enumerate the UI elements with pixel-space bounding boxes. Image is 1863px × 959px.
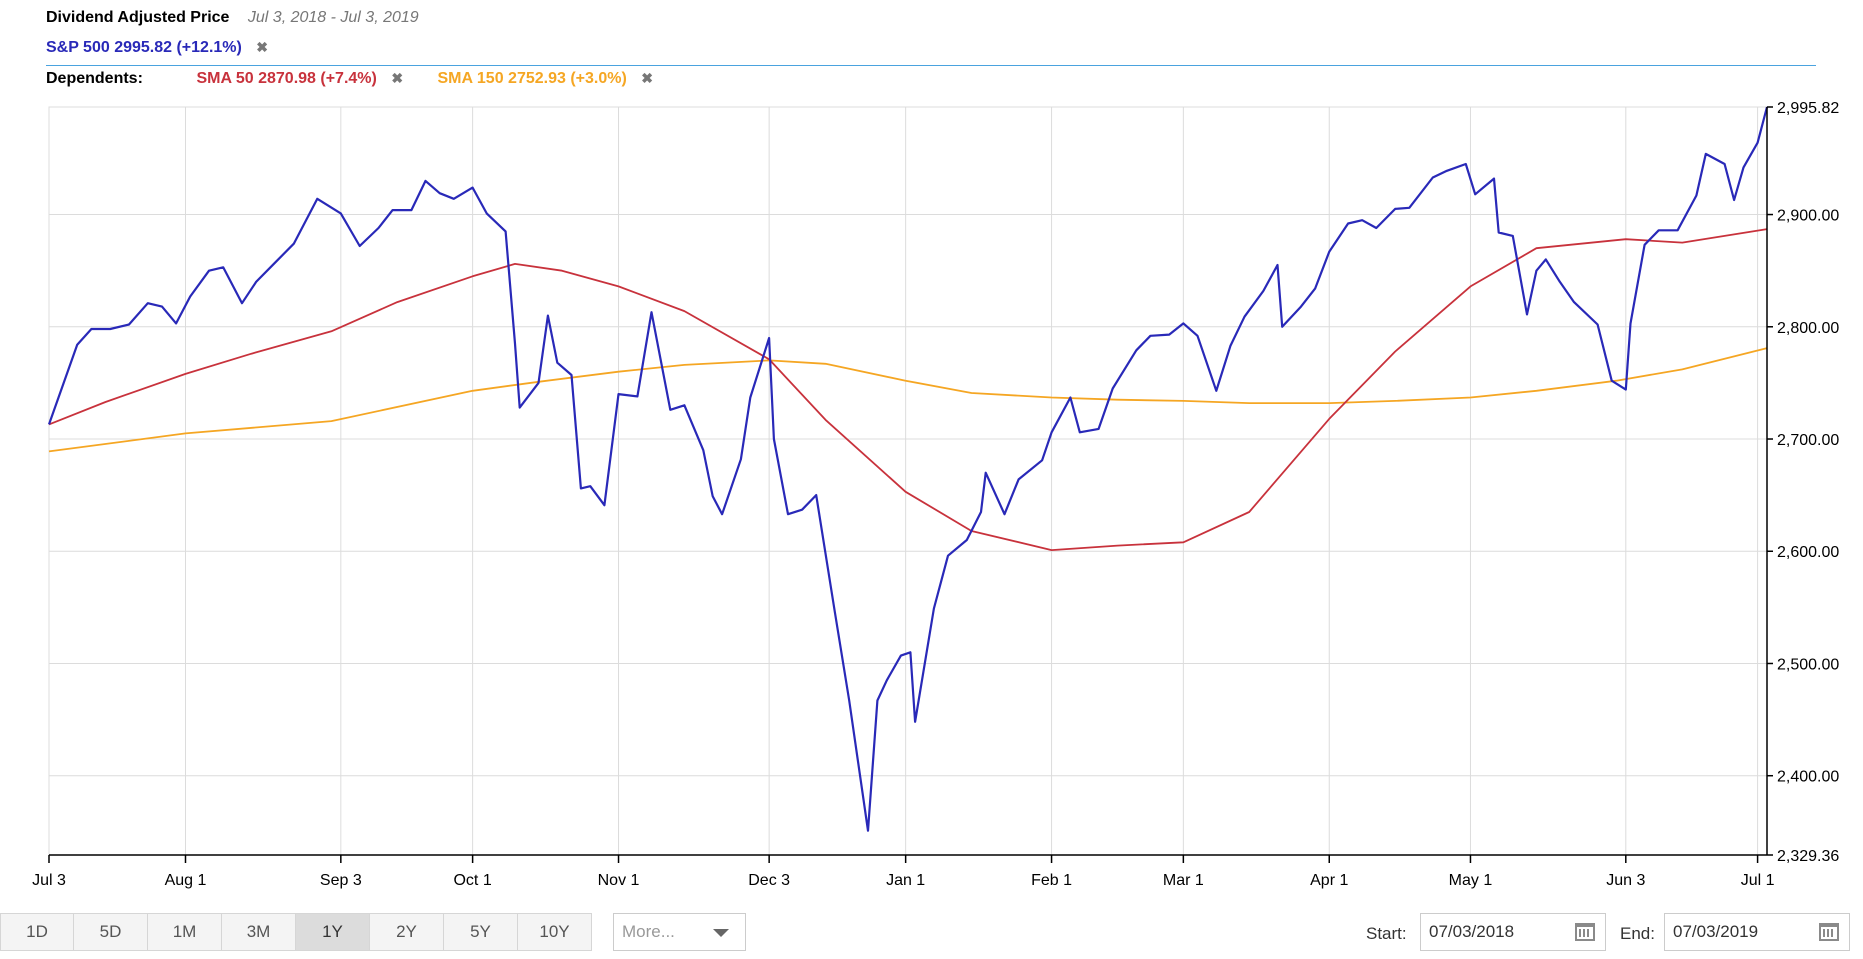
chart-axes: Jul 3 Aug 1 Sep 3 Oct 1 Nov 1 Dec 3 Jan 1 Feb 1… [32, 100, 1839, 889]
calendar-icon[interactable] [1575, 923, 1595, 941]
start-date-field[interactable]: 07/03/2018 [1420, 913, 1606, 951]
remove-sma150-icon[interactable]: ✖ [641, 70, 653, 86]
x-tick-label: Jun 3 [1606, 872, 1645, 889]
calendar-icon[interactable] [1819, 923, 1839, 941]
y-tick-label: 2,500.00 [1777, 656, 1839, 673]
x-tick-label: Jan 1 [886, 872, 925, 889]
x-tick-label: Dec 3 [748, 872, 790, 889]
end-date-label: End: [1620, 924, 1655, 943]
series-line-sma50 [48, 228, 1768, 551]
y-tick-label: 2,700.00 [1777, 432, 1839, 449]
start-date-label: Start: [1366, 924, 1407, 943]
dependent-sma50: SMA 50 2870.98 (+7.4%) ✖ [196, 70, 407, 87]
main-series-label[interactable]: S&P 500 2995.82 (+12.1%) [46, 39, 242, 56]
x-tick-label: Feb 1 [1031, 872, 1072, 889]
x-tick-label: Mar 1 [1163, 872, 1204, 889]
dependents-row: Dependents: SMA 50 2870.98 (+7.4%) ✖ SMA… [46, 70, 683, 88]
sma150-label[interactable]: SMA 150 2752.93 (+3.0%) [437, 70, 627, 87]
remove-main-series-icon[interactable]: ✖ [256, 39, 269, 55]
x-tick-label: Apr 1 [1310, 872, 1348, 889]
end-date-value: 07/03/2019 [1673, 922, 1759, 941]
x-tick-label: Jul 3 [32, 872, 66, 889]
range-button-1d[interactable]: 1D [0, 913, 74, 951]
x-tick-label: Nov 1 [598, 872, 640, 889]
y-tick-label: 2,329.36 [1777, 848, 1839, 865]
chart-title: Dividend Adjusted Price [46, 9, 230, 26]
x-tick-label: Sep 3 [320, 872, 362, 889]
y-tick-label: 2,600.00 [1777, 544, 1839, 561]
series-line-sp500 [47, 106, 1769, 832]
x-tick-label: May 1 [1449, 872, 1493, 889]
x-tick-label: Oct 1 [453, 872, 491, 889]
dependent-sma150: SMA 150 2752.93 (+3.0%) ✖ [438, 70, 653, 87]
range-button-10y[interactable]: 10Y [518, 913, 592, 951]
start-date-value: 07/03/2018 [1429, 922, 1515, 941]
y-tick-label: 2,400.00 [1777, 769, 1839, 786]
dependents-label: Dependents: [46, 70, 143, 87]
chart-title-row: Dividend Adjusted Price Jul 3, 2018 - Ju… [46, 9, 419, 27]
sma50-label[interactable]: SMA 50 2870.98 (+7.4%) [196, 70, 377, 87]
range-button-1m[interactable]: 1M [148, 913, 222, 951]
x-tick-label: Jul 1 [1741, 872, 1775, 889]
chart-series-layer [47, 106, 1769, 832]
range-button-3m[interactable]: 3M [222, 913, 296, 951]
x-tick-label: Aug 1 [165, 872, 207, 889]
range-button-5y[interactable]: 5Y [444, 913, 518, 951]
more-ranges-select[interactable]: More... [613, 913, 746, 951]
y-tick-label: 2,995.82 [1777, 100, 1839, 117]
more-ranges-value: More... [622, 922, 675, 941]
series-line-sma150 [48, 347, 1768, 453]
range-button-1y[interactable]: 1Y [296, 913, 370, 951]
date-range: Jul 3, 2018 - Jul 3, 2019 [247, 9, 419, 26]
main-series-row: S&P 500 2995.82 (+12.1%) ✖ [46, 39, 268, 57]
end-date-field[interactable]: 07/03/2019 [1664, 913, 1850, 951]
chevron-down-icon [713, 929, 729, 937]
range-selector: 1D 5D 1M 3M 1Y 2Y 5Y 10Y [0, 913, 592, 951]
header-separator [46, 65, 1816, 66]
range-button-2y[interactable]: 2Y [370, 913, 444, 951]
remove-sma50-icon[interactable]: ✖ [391, 70, 404, 86]
y-tick-label: 2,900.00 [1777, 208, 1839, 225]
range-button-5d[interactable]: 5D [74, 913, 148, 951]
y-tick-label: 2,800.00 [1777, 320, 1839, 337]
